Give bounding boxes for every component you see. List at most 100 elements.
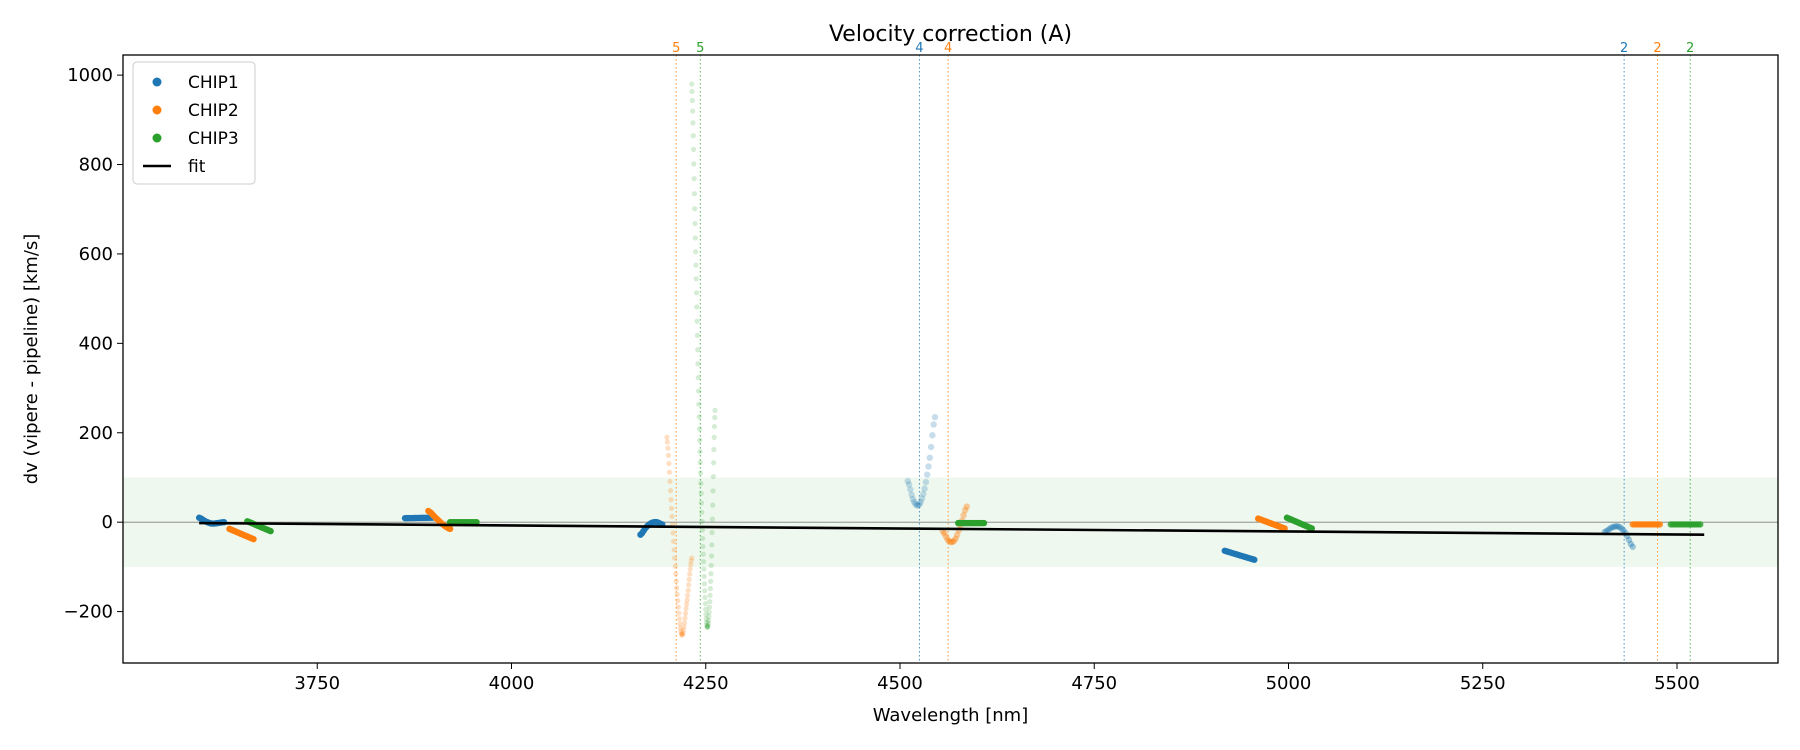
data-point	[926, 454, 933, 461]
data-point	[709, 542, 715, 548]
data-point	[703, 611, 709, 618]
data-point	[711, 446, 717, 453]
data-point	[692, 206, 698, 212]
chip2-segment	[1254, 515, 1288, 532]
data-point	[690, 133, 696, 139]
fit-layer	[199, 521, 1705, 536]
data-point	[691, 161, 697, 167]
data-point	[1620, 527, 1627, 534]
data-point	[702, 601, 708, 607]
chip2-segment	[1629, 521, 1664, 528]
data-point	[1612, 523, 1620, 530]
data-point	[709, 529, 715, 536]
data-point	[980, 519, 988, 527]
data-point	[696, 401, 702, 407]
legend-label: CHIP3	[188, 129, 239, 149]
data-point	[673, 571, 679, 577]
data-point	[702, 594, 708, 601]
data-point	[708, 571, 714, 577]
data-point	[904, 477, 911, 485]
data-point	[930, 421, 937, 428]
data-point	[678, 628, 684, 635]
data-point	[680, 630, 686, 636]
data-point	[671, 538, 677, 544]
data-point	[672, 555, 678, 561]
data-point	[697, 459, 703, 466]
data-point	[705, 622, 711, 629]
data-point	[962, 506, 969, 514]
data-point	[666, 469, 673, 475]
data-point	[710, 502, 716, 508]
chip1-segment	[1221, 547, 1258, 563]
data-point	[702, 588, 708, 594]
x-tick-label: 5250	[1460, 673, 1506, 694]
data-point	[698, 470, 704, 476]
data-point	[698, 480, 704, 486]
data-point	[912, 500, 919, 508]
data-point	[1281, 525, 1288, 532]
data-point	[250, 535, 257, 543]
data-point	[695, 374, 701, 381]
legend-label: CHIP1	[188, 73, 239, 93]
data-point	[707, 585, 713, 592]
data-point	[708, 553, 715, 559]
data-point	[911, 498, 918, 506]
data-point	[708, 578, 714, 584]
data-point	[921, 485, 928, 492]
data-point	[665, 452, 672, 458]
data-point	[690, 146, 697, 153]
data-point	[914, 502, 922, 509]
data-point	[700, 559, 707, 565]
series-chip3	[244, 81, 1704, 630]
order-marker-label: 4	[915, 41, 923, 56]
data-point	[668, 497, 674, 503]
y-tick-label: 600	[79, 244, 113, 265]
data-point	[683, 606, 689, 612]
data-point	[667, 488, 674, 494]
x-tick-label: 4500	[877, 673, 923, 694]
plot-frame	[122, 54, 1779, 664]
y-axis-label: dv (vipere - pipeline) [km/s]	[21, 234, 42, 485]
data-point	[942, 533, 950, 540]
data-point	[701, 573, 707, 580]
data-point	[907, 486, 914, 493]
x-axis-label: Wavelength [nm]	[873, 705, 1029, 726]
data-point	[710, 473, 716, 480]
fit-line	[199, 521, 1705, 536]
data-point	[706, 614, 712, 620]
data-point	[688, 558, 694, 564]
data-point	[707, 599, 713, 605]
data-point	[674, 591, 680, 597]
data-point	[950, 537, 958, 545]
data-point	[917, 498, 924, 506]
x-tick-label: 4000	[489, 673, 535, 694]
chip2-segment	[664, 434, 695, 638]
data-point	[1608, 524, 1616, 531]
data-point	[677, 625, 683, 631]
data-point	[711, 434, 717, 440]
data-point	[922, 478, 930, 486]
data-point	[696, 414, 702, 420]
data-point	[664, 434, 670, 440]
data-point	[695, 347, 701, 353]
data-point	[918, 495, 926, 502]
legend-box	[132, 61, 256, 185]
data-point	[712, 407, 718, 414]
y-tick-label: 1000	[67, 65, 113, 86]
data-point	[705, 624, 711, 630]
data-point	[668, 505, 675, 511]
data-point	[473, 518, 480, 526]
order-marker-label: 5	[672, 41, 680, 56]
x-axis-ticks: 3750 4000 4250 4500 4750 5000 5250 5500	[294, 663, 1700, 694]
data-point	[683, 601, 690, 607]
data-point	[689, 555, 695, 561]
data-point	[671, 547, 677, 553]
y-tick-label: 200	[79, 423, 113, 444]
legend-label: CHIP2	[188, 101, 239, 121]
data-point	[695, 361, 701, 367]
data-point	[682, 615, 688, 621]
data-point	[705, 617, 712, 624]
data-point	[710, 460, 717, 466]
data-point	[677, 621, 683, 627]
